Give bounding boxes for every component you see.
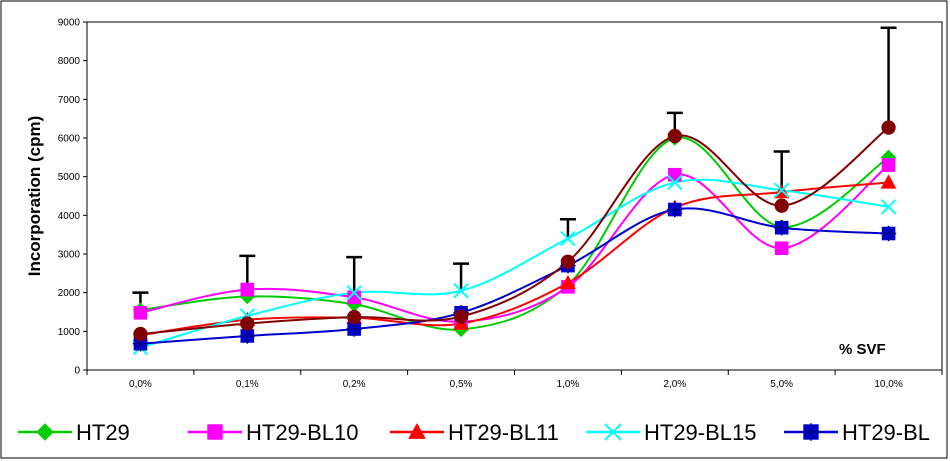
legend-label: HT29-BL: [842, 420, 930, 445]
data-point: [133, 326, 148, 342]
data-point: [453, 283, 469, 299]
legend-marker: [802, 423, 820, 441]
y-tick-label: 6000: [58, 134, 81, 145]
y-axis-label: Incorporation (cpm): [25, 116, 44, 277]
series-line: [140, 207, 889, 345]
data-point: [240, 282, 255, 297]
legend-marker: [36, 423, 54, 441]
x-tick-label: 0,0%: [129, 379, 152, 390]
y-tick-label: 1000: [58, 327, 81, 338]
data-point: [774, 198, 789, 213]
legend-marker: [207, 424, 223, 440]
x-tick-label: 10,0%: [874, 379, 902, 390]
data-point: [774, 241, 789, 255]
data-point: [667, 128, 682, 144]
legend-label: HT29-BL10: [246, 420, 359, 445]
x-tick-label: 0,1%: [236, 379, 259, 390]
data-point: [773, 182, 790, 198]
y-tick-label: 9000: [58, 18, 81, 29]
legend-label: HT29-BL15: [644, 420, 757, 445]
legend-label: HT29: [76, 420, 130, 445]
y-axis-ticks: 0 1000 2000 3000 4000 5000 6000 7000 8000 9000: [58, 18, 87, 377]
data-point: [667, 201, 683, 218]
data-point: [453, 309, 469, 324]
x-tick-label: 0,5%: [450, 379, 473, 390]
data-point: [667, 174, 683, 191]
data-point: [560, 274, 576, 290]
series-line: [140, 126, 890, 336]
data-point: [347, 290, 361, 305]
data-point: [560, 254, 576, 269]
legend-marker: [408, 422, 426, 439]
data-point: [240, 316, 255, 331]
y-tick-label: 3000: [58, 250, 81, 261]
data-point: [880, 174, 897, 189]
x-tick-label: 5,0%: [770, 379, 793, 390]
svf-annotation: % SVF: [839, 341, 886, 358]
data-point: [133, 305, 148, 320]
x-tick-label: 2,0%: [663, 379, 686, 390]
data-point: [773, 220, 790, 236]
series-markers: [132, 120, 897, 356]
data-point: [668, 167, 682, 182]
data-point: [880, 225, 897, 242]
x-tick-label: 1,0%: [557, 379, 580, 390]
legend-label: HT29-BL11: [448, 420, 559, 445]
x-axis-ticks: 0,0% 0,1% 0,2% 0,5% 1,0% 2,0% 5,0% 10,0%: [86, 370, 943, 390]
data-point: [347, 309, 362, 325]
series-lines: [140, 126, 890, 349]
y-tick-label: 0: [74, 366, 80, 377]
series-line: [140, 136, 890, 331]
y-tick-label: 8000: [58, 56, 81, 67]
legend: HT29 HT29-BL10 HT29-BL11 HT29-BL15 HT29-BL: [18, 420, 930, 445]
data-point: [880, 199, 897, 215]
data-point: [881, 120, 896, 135]
data-point: [881, 158, 896, 172]
y-tick-label: 2000: [58, 288, 81, 299]
series-line: [140, 181, 889, 337]
series-line: [140, 178, 889, 349]
legend-marker: [604, 423, 622, 441]
data-point: [346, 284, 362, 301]
y-tick-label: 5000: [58, 172, 81, 183]
y-tick-label: 4000: [58, 211, 81, 222]
y-tick-label: 7000: [58, 95, 81, 106]
data-point: [560, 230, 576, 247]
x-tick-label: 0,2%: [343, 379, 366, 390]
